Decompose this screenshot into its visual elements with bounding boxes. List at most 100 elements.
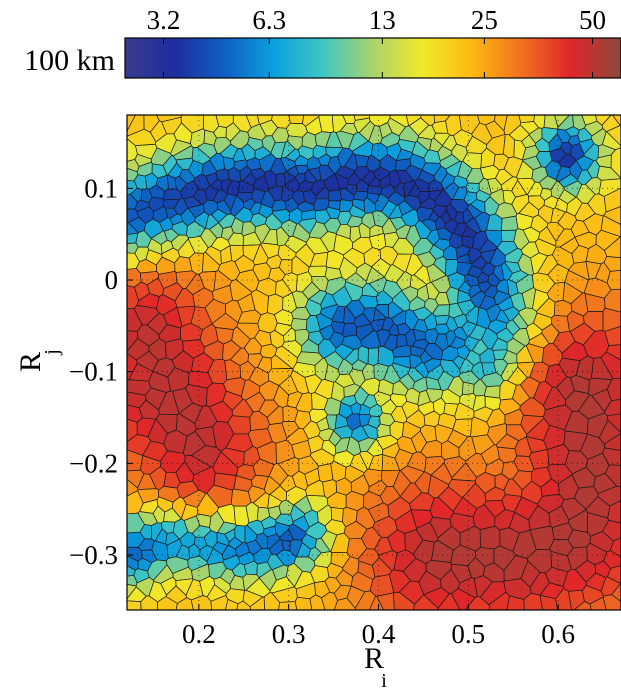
voronoi-cell <box>308 546 322 562</box>
voronoi-cell <box>151 522 163 542</box>
voronoi-cell <box>365 154 381 172</box>
voronoi-cell <box>286 135 303 150</box>
voronoi-cell <box>185 273 205 296</box>
voronoi-cell <box>236 600 251 610</box>
voronoi-cell <box>205 172 218 187</box>
voronoi-cell <box>269 485 287 502</box>
voronoi-cell <box>133 281 150 302</box>
voronoi-cell <box>285 165 299 178</box>
voronoi-cell <box>353 190 369 201</box>
voronoi-cell <box>575 355 594 381</box>
voronoi-cell <box>215 327 235 345</box>
voronoi-cell <box>155 413 178 434</box>
voronoi-cell <box>512 470 533 491</box>
voronoi-cell <box>461 321 478 338</box>
voronoi-cell <box>500 262 513 281</box>
voronoi-cell <box>246 157 262 171</box>
voronoi-cell <box>367 176 381 188</box>
voronoi-cell <box>275 279 293 298</box>
voronoi-cell <box>241 172 257 187</box>
y-axis-label-main: R <box>14 352 47 372</box>
voronoi-cell <box>257 356 272 374</box>
voronoi-cell <box>491 337 508 351</box>
voronoi-cell <box>458 436 477 462</box>
voronoi-cell <box>570 292 589 317</box>
voronoi-cell <box>589 596 607 610</box>
colorbar-ticks: 3.2 6.3 13 25 50 <box>147 5 606 78</box>
voronoi-cell <box>471 122 493 145</box>
voronoi-cell <box>418 191 431 205</box>
voronoi-cell <box>127 478 139 497</box>
voronoi-cell <box>281 421 300 439</box>
voronoi-cell <box>431 120 449 134</box>
voronoi-cell <box>340 394 358 407</box>
voronoi-cell <box>241 221 256 237</box>
voronoi-cell <box>225 598 239 610</box>
voronoi-cell <box>227 232 244 247</box>
x-tick-label: 0.3 <box>272 619 306 649</box>
voronoi-cell <box>381 316 395 332</box>
voronoi-cell <box>500 176 518 192</box>
voronoi-cell <box>148 184 165 199</box>
voronoi-cell <box>305 479 325 497</box>
voronoi-cell <box>568 589 585 610</box>
voronoi-cell <box>379 412 396 427</box>
voronoi-cell <box>489 188 505 206</box>
voronoi-cell <box>127 584 137 600</box>
voronoi-cell <box>479 525 501 550</box>
voronoi-cell <box>531 166 549 183</box>
voronoi-cell <box>127 555 139 571</box>
voronoi-cell <box>494 473 510 491</box>
voronoi-cell <box>574 559 597 583</box>
x-axis-ticks: 0.2 0.3 0.4 0.5 0.6 <box>182 604 575 649</box>
voronoi-cell <box>339 187 355 202</box>
voronoi-cell <box>294 154 309 166</box>
colorbar-label: 100 km <box>24 44 115 77</box>
colorbar-tick-label: 3.2 <box>147 5 181 35</box>
y-tick-label: −0.1 <box>69 357 118 387</box>
voronoi-cell <box>443 181 460 201</box>
voronoi-cell <box>160 239 174 255</box>
voronoi-cell <box>127 138 138 162</box>
voronoi-cell <box>400 209 420 227</box>
voronoi-cell <box>595 229 621 251</box>
voronoi-cell <box>203 530 218 549</box>
voronoi-cell <box>434 424 454 444</box>
voronoi-cell <box>358 120 375 142</box>
colorbar-tick-label: 13 <box>369 5 396 35</box>
voronoi-cell <box>606 125 621 147</box>
voronoi-cell <box>184 455 212 476</box>
voronoi-cell <box>175 597 194 610</box>
voronoi-cell <box>591 128 607 147</box>
voronoi-cell <box>294 570 315 590</box>
voronoi-cell <box>396 322 412 336</box>
voronoi-cell <box>345 490 364 511</box>
voronoi-cell <box>333 597 356 610</box>
colorbar-tick-label: 6.3 <box>252 5 286 35</box>
voronoi-cell <box>127 115 136 132</box>
voronoi-cell <box>313 551 332 568</box>
voronoi-cell <box>203 129 217 146</box>
voronoi-cell <box>223 193 237 212</box>
voronoi-cell <box>244 524 258 544</box>
voronoi-cell <box>426 281 440 300</box>
voronoi-cell <box>362 394 378 409</box>
voronoi-cell <box>369 595 384 610</box>
voronoi-cell <box>247 428 273 449</box>
voronoi-cell <box>279 528 294 542</box>
voronoi-cell <box>191 147 211 165</box>
voronoi-cell <box>172 518 189 540</box>
voronoi-cell <box>127 232 139 244</box>
voronoi-cell <box>213 577 231 594</box>
voronoi-cell <box>288 115 305 124</box>
voronoi-cell <box>327 189 342 202</box>
voronoi-cell <box>367 502 390 523</box>
voronoi-cell <box>160 576 177 596</box>
voronoi-cell <box>558 189 577 205</box>
x-tick-label: 0.4 <box>362 619 396 649</box>
voronoi-cell <box>242 244 261 262</box>
voronoi-cell <box>604 399 621 417</box>
y-tick-label: −0.3 <box>69 540 118 570</box>
voronoi-cell <box>388 569 411 593</box>
